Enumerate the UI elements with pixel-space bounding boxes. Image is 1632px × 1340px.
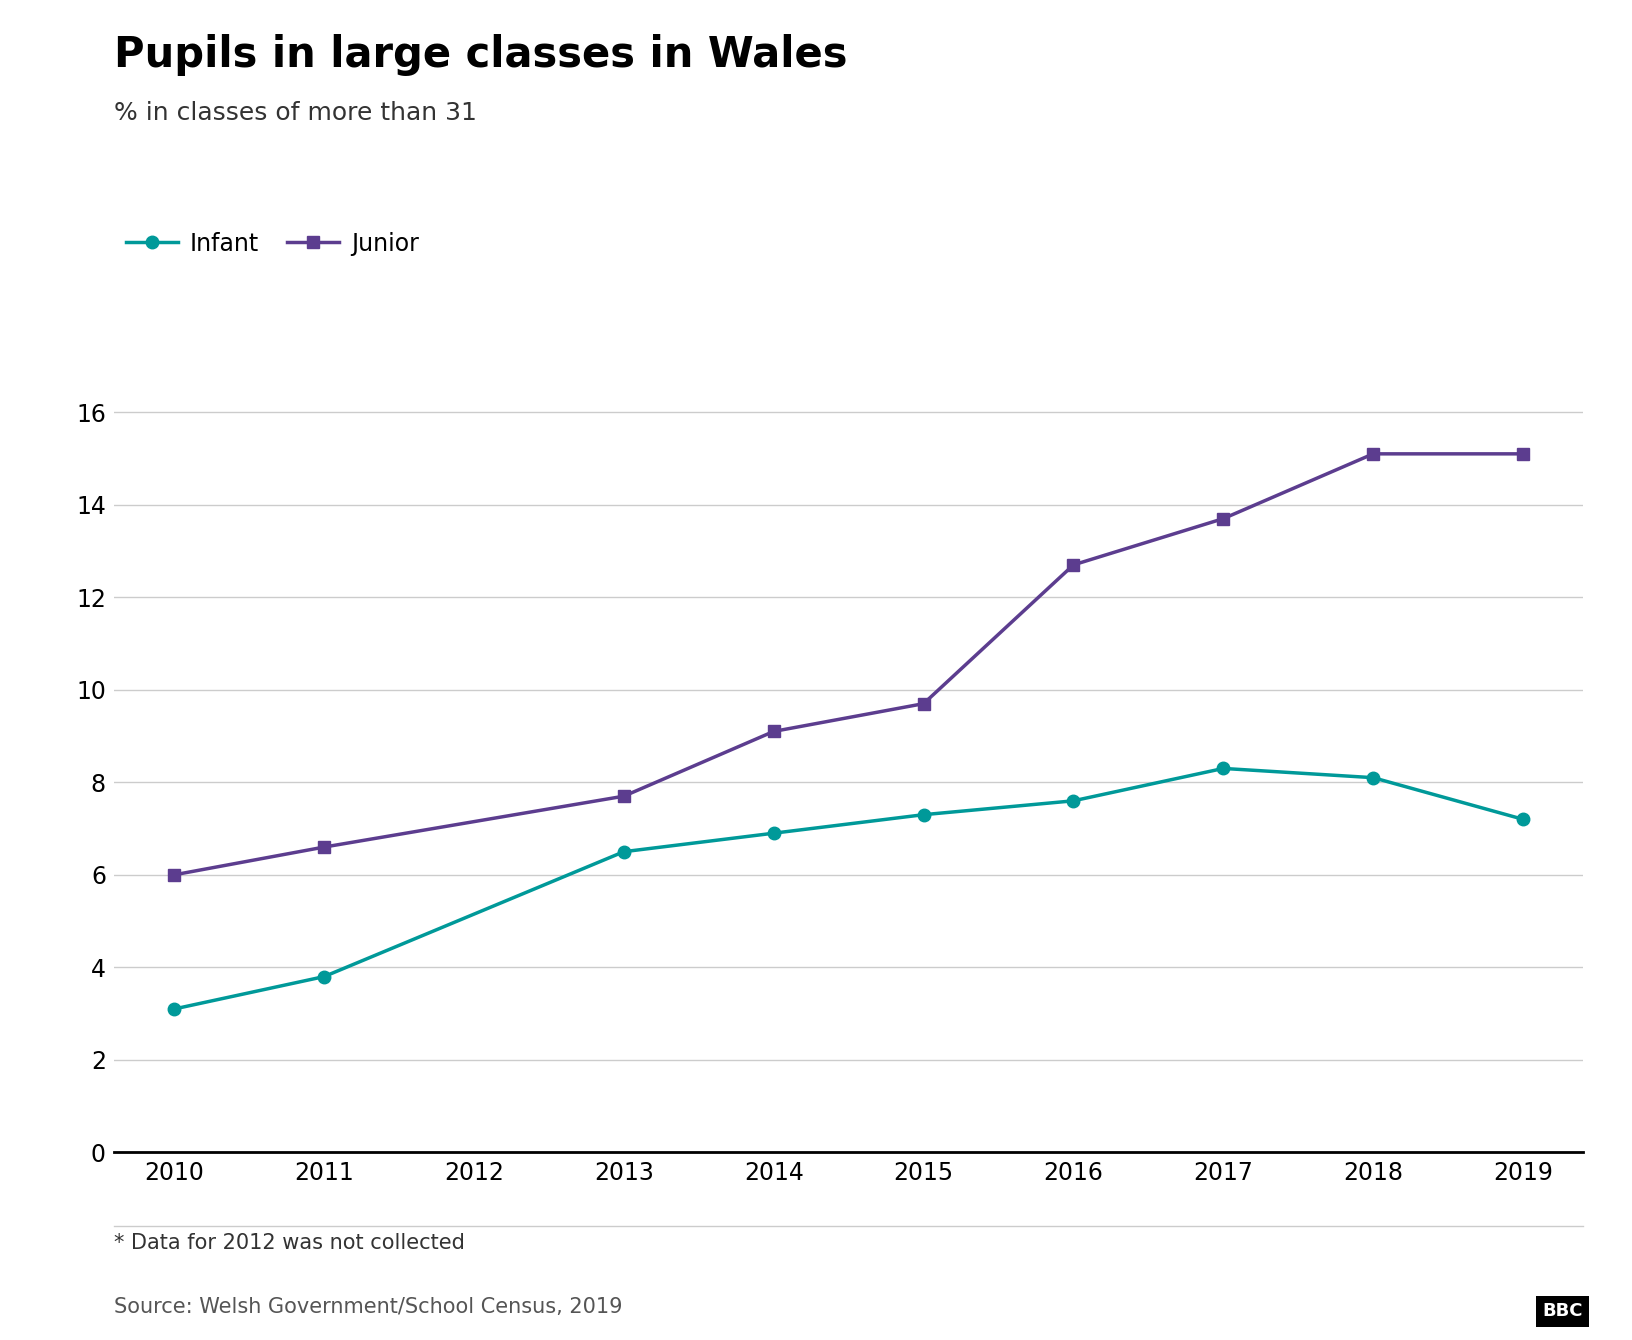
Legend: Infant, Junior: Infant, Junior — [126, 232, 419, 256]
Text: Pupils in large classes in Wales: Pupils in large classes in Wales — [114, 34, 847, 75]
Text: * Data for 2012 was not collected: * Data for 2012 was not collected — [114, 1233, 465, 1253]
Text: BBC: BBC — [1542, 1302, 1583, 1320]
Text: % in classes of more than 31: % in classes of more than 31 — [114, 100, 477, 125]
Text: Source: Welsh Government/School Census, 2019: Source: Welsh Government/School Census, … — [114, 1297, 623, 1317]
